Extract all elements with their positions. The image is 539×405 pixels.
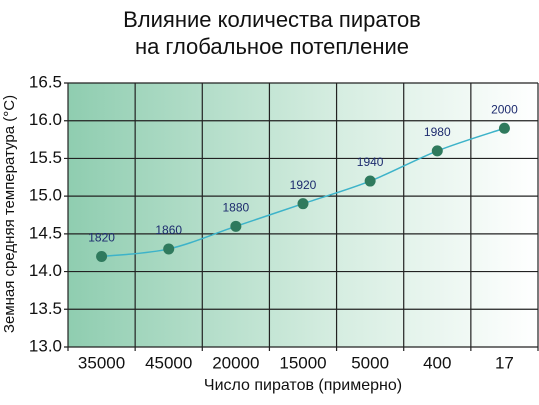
plot-background (68, 83, 538, 347)
x-axis-label: Число пиратов (примерно) (204, 377, 402, 394)
y-axis-label: Земная средняя температура (°C) (1, 95, 18, 333)
y-tick-label: 14.0 (29, 261, 62, 280)
data-point (431, 145, 443, 157)
y-tick-label: 15.5 (29, 148, 62, 167)
data-point (498, 122, 510, 134)
x-tick-label: 45000 (145, 353, 192, 372)
y-tick-label: 16.0 (29, 110, 62, 129)
chart-title: Влияние количества пиратов (123, 7, 421, 32)
data-point (96, 250, 108, 262)
point-label: 2000 (491, 102, 518, 116)
x-tick-label: 5000 (351, 353, 389, 372)
data-point (297, 198, 309, 210)
x-tick-label: 17 (495, 353, 514, 372)
point-label: 1860 (155, 223, 182, 237)
point-label: 1980 (424, 125, 451, 139)
data-point (230, 220, 242, 232)
point-label: 1880 (223, 200, 250, 214)
y-tick-label: 14.5 (29, 223, 62, 242)
data-point (364, 175, 376, 187)
x-tick-label: 35000 (78, 353, 125, 372)
y-tick-label: 15.0 (29, 186, 62, 205)
point-label: 1940 (357, 155, 384, 169)
x-tick-label: 20000 (212, 353, 259, 372)
y-tick-label: 16.5 (29, 72, 62, 91)
data-point (163, 243, 175, 255)
chart-title: на глобальное потепление (135, 34, 409, 59)
point-label: 1820 (88, 231, 115, 245)
x-tick-label: 15000 (279, 353, 326, 372)
y-tick-label: 13.5 (29, 299, 62, 318)
y-tick-label: 13.0 (29, 336, 62, 355)
point-label: 1920 (290, 178, 317, 192)
x-tick-label: 400 (423, 353, 451, 372)
